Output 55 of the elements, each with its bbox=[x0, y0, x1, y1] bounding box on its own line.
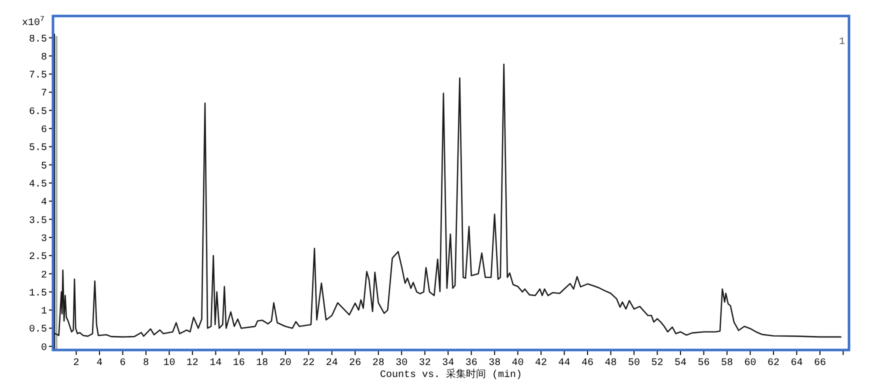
x-tick-label: 18 bbox=[256, 358, 268, 369]
line-series bbox=[54, 64, 842, 338]
x-tick-label: 64 bbox=[790, 358, 803, 369]
x-tick-label: 60 bbox=[744, 358, 756, 369]
x-tick-label: 38 bbox=[488, 358, 501, 369]
x-tick-label: 66 bbox=[814, 358, 826, 369]
y-tick-label: 8.5 bbox=[28, 34, 47, 46]
y-tick-label: 5.5 bbox=[28, 143, 47, 154]
annotation: 1 bbox=[838, 37, 845, 48]
y-tick-label: 6.5 bbox=[28, 106, 47, 118]
y-tick-label: 4 bbox=[40, 198, 47, 209]
x-tick-label: 46 bbox=[582, 358, 594, 369]
y-tick-label: 5 bbox=[40, 161, 47, 172]
x-tick-label: 62 bbox=[767, 358, 780, 369]
x-tick-label: 40 bbox=[512, 358, 524, 369]
y-tick-label: 7.5 bbox=[28, 70, 47, 82]
x-tick-label: 20 bbox=[279, 358, 292, 369]
x-axis-title: Counts vs. 采集时间 (min) bbox=[380, 368, 522, 381]
text: x10$^{7}$ bbox=[22, 16, 45, 29]
x-tick-label: 42 bbox=[535, 358, 548, 369]
x-tick-label: 36 bbox=[465, 358, 478, 369]
y-tick-label: 1.5 bbox=[28, 288, 47, 300]
x-tick-label: 28 bbox=[372, 358, 384, 369]
x-tick-label: 58 bbox=[720, 358, 733, 369]
x-tick-label: 30 bbox=[396, 358, 408, 369]
x-tick-label: 8 bbox=[142, 358, 149, 369]
x-tick-label: 10 bbox=[163, 358, 176, 369]
y-tick-label: 6 bbox=[40, 125, 47, 136]
y-tick-label: 1 bbox=[40, 306, 47, 318]
x-tick-label: 32 bbox=[418, 358, 431, 369]
x-tick-label: 48 bbox=[604, 358, 617, 369]
x-tick-label: 22 bbox=[302, 358, 315, 369]
y-tick-label: 8 bbox=[40, 52, 47, 64]
x-tick-label: 56 bbox=[698, 358, 710, 369]
x-tick-label: 26 bbox=[349, 358, 362, 369]
y-tick-label: 7 bbox=[40, 88, 47, 100]
x-tick-label: 6 bbox=[120, 358, 126, 369]
y-tick-label: 2 bbox=[40, 270, 47, 282]
y-tick-label: 0 bbox=[40, 342, 47, 354]
y-tick-label: 4.5 bbox=[28, 180, 47, 190]
x-tick-label: 12 bbox=[186, 358, 198, 369]
y-tick-label: 0.5 bbox=[28, 324, 47, 336]
y-tick-label: 3.5 bbox=[28, 216, 47, 227]
x-tick-label: 44 bbox=[558, 358, 570, 369]
y-tick-label: 2.5 bbox=[28, 252, 47, 264]
x-tick-label: 14 bbox=[210, 358, 222, 369]
x-tick-label: 24 bbox=[326, 358, 338, 369]
x-tick-label: 4 bbox=[96, 358, 102, 369]
y-tick-label: 3 bbox=[40, 234, 47, 245]
x-tick-label: 50 bbox=[628, 358, 640, 369]
x-tick-label: 54 bbox=[674, 358, 687, 369]
x-tick-label: 34 bbox=[442, 358, 454, 369]
x-tick-label: 52 bbox=[651, 358, 664, 369]
x-tick-label: 2 bbox=[73, 358, 80, 369]
x-tick-label: 16 bbox=[232, 358, 245, 369]
